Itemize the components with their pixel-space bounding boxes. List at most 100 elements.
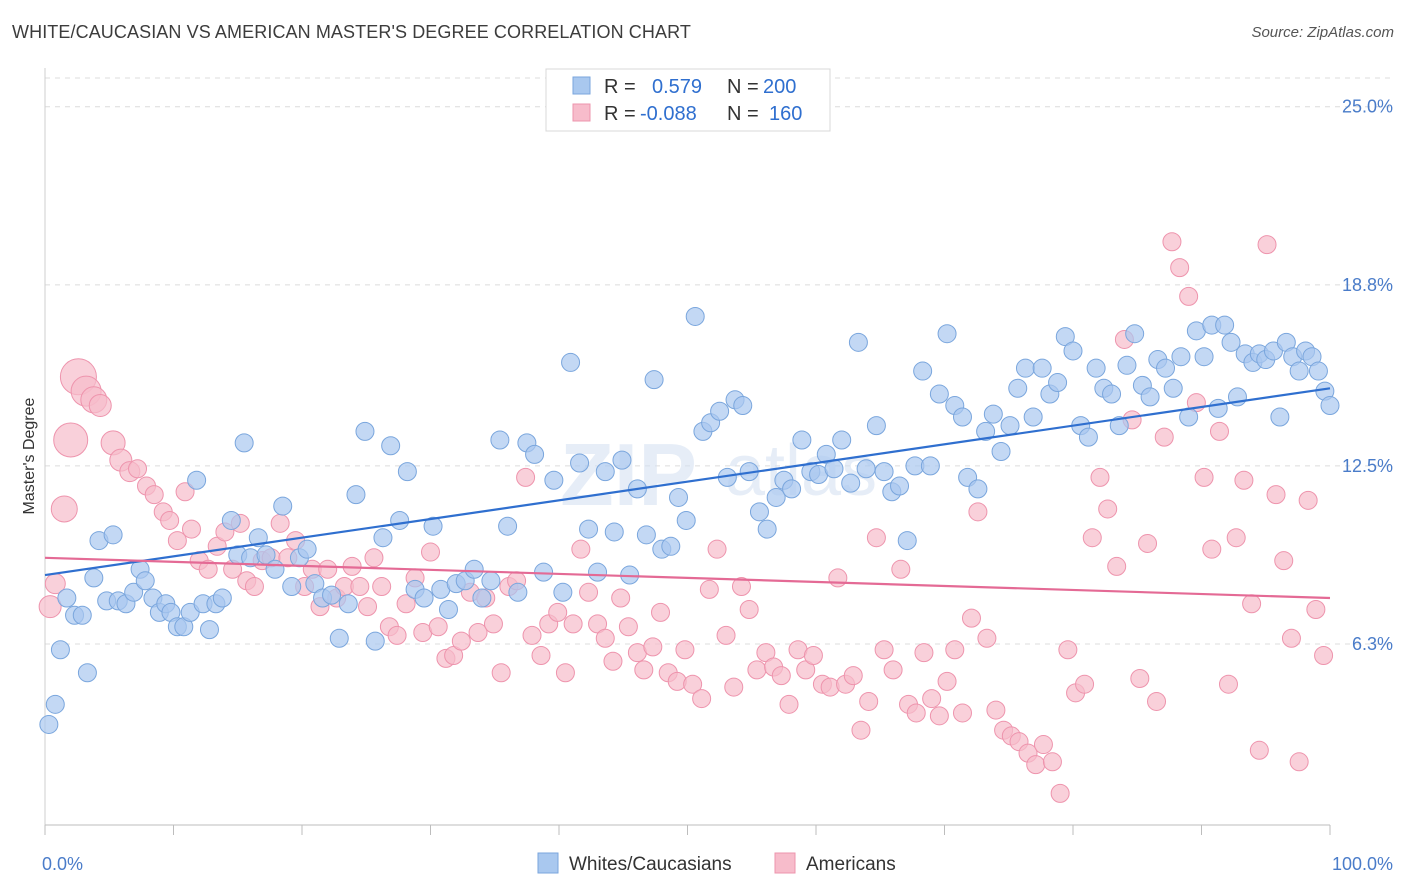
american-point (803, 645, 823, 665)
white-point (199, 620, 219, 640)
watermark-zip: ZIP (560, 425, 697, 524)
white-point (1270, 407, 1290, 427)
american-point (603, 651, 623, 671)
white-point (329, 628, 349, 648)
american-point (1249, 740, 1269, 760)
bottom-legend-blue-swatch (537, 852, 559, 874)
american-point (1058, 640, 1078, 660)
american-point (739, 600, 759, 620)
american-point (667, 671, 687, 691)
american-point (866, 528, 886, 548)
white-point (265, 559, 285, 579)
legend-blue-r-value: 0.579 (652, 76, 702, 98)
white-point (84, 568, 104, 588)
american-point (1042, 752, 1062, 772)
american-point (522, 625, 542, 645)
american-point (175, 482, 195, 502)
american-point (716, 625, 736, 645)
american-point (358, 597, 378, 617)
american-point (1298, 490, 1318, 510)
american-point (968, 502, 988, 522)
white-point (390, 510, 410, 530)
american-point (144, 485, 164, 505)
white-point (866, 416, 886, 436)
american-point (491, 663, 511, 683)
legend-frame (545, 68, 831, 132)
white-point (832, 430, 852, 450)
white-point (472, 588, 492, 608)
american-point (1194, 467, 1214, 487)
white-point (856, 459, 876, 479)
american-point (181, 519, 201, 539)
trend-line-americans (44, 556, 1331, 600)
legend-blue-n-value: 200 (763, 76, 796, 98)
white-point (273, 496, 293, 516)
american-point (198, 559, 218, 579)
bottom-legend-americans: Americans (806, 854, 896, 875)
white-point (124, 582, 144, 602)
white-point (588, 562, 608, 582)
white-point (929, 384, 949, 404)
american-point (53, 422, 89, 458)
white-point (39, 714, 59, 734)
american-point (707, 539, 727, 559)
american-point (387, 625, 407, 645)
white-point (1048, 373, 1068, 393)
american-point (1090, 467, 1110, 487)
american-point (451, 631, 471, 651)
white-point (1156, 358, 1176, 378)
axes-layer (44, 68, 1331, 835)
white-point (1000, 416, 1020, 436)
white-point (1163, 378, 1183, 398)
american-point (1162, 232, 1182, 252)
white-point (544, 470, 564, 490)
white-point (464, 559, 484, 579)
white-point (897, 531, 917, 551)
white-point (481, 571, 501, 591)
tick-labels: 6.3% 12.5% 18.8% 25.0% 0.0% 100.0% (42, 97, 1393, 874)
white-point (57, 588, 77, 608)
american-point (421, 542, 440, 562)
american-point (1234, 470, 1254, 490)
y-axis-label: Master's Degree (21, 397, 38, 514)
legend-blue-r-label: R = (604, 76, 636, 98)
white-point (423, 516, 443, 536)
american-point (906, 703, 926, 723)
white-point (72, 605, 92, 625)
american-point (1075, 674, 1095, 694)
american-point (1289, 752, 1309, 772)
american-point (952, 703, 972, 723)
chart-source: Source: ZipAtlas.com (1251, 24, 1394, 41)
american-point (483, 614, 503, 634)
white-point (644, 370, 664, 390)
series-whites-points (39, 306, 1340, 734)
bottom-legend-pink-swatch (774, 852, 796, 874)
american-point (516, 467, 536, 487)
white-point (937, 324, 957, 344)
american-point (1274, 551, 1294, 571)
american-point (1098, 499, 1118, 519)
american-point (1257, 235, 1277, 255)
white-point (841, 473, 861, 493)
white-point (604, 522, 624, 542)
white-point (498, 516, 518, 536)
white-point (824, 459, 844, 479)
white-point (676, 510, 696, 530)
american-point (724, 677, 744, 697)
american-point (38, 595, 62, 619)
white-point (848, 332, 868, 352)
american-point (1179, 286, 1199, 306)
american-point (1209, 421, 1229, 441)
white-point (1015, 358, 1035, 378)
legend-pink-r-label: R = (604, 103, 636, 125)
x-tick-label: 0.0% (42, 854, 83, 874)
white-point (1140, 387, 1160, 407)
american-point (651, 602, 671, 622)
american-point (929, 706, 949, 726)
american-point (618, 617, 638, 637)
american-point (731, 577, 751, 597)
white-point (766, 487, 786, 507)
white-point (976, 421, 996, 441)
american-point (88, 394, 112, 418)
